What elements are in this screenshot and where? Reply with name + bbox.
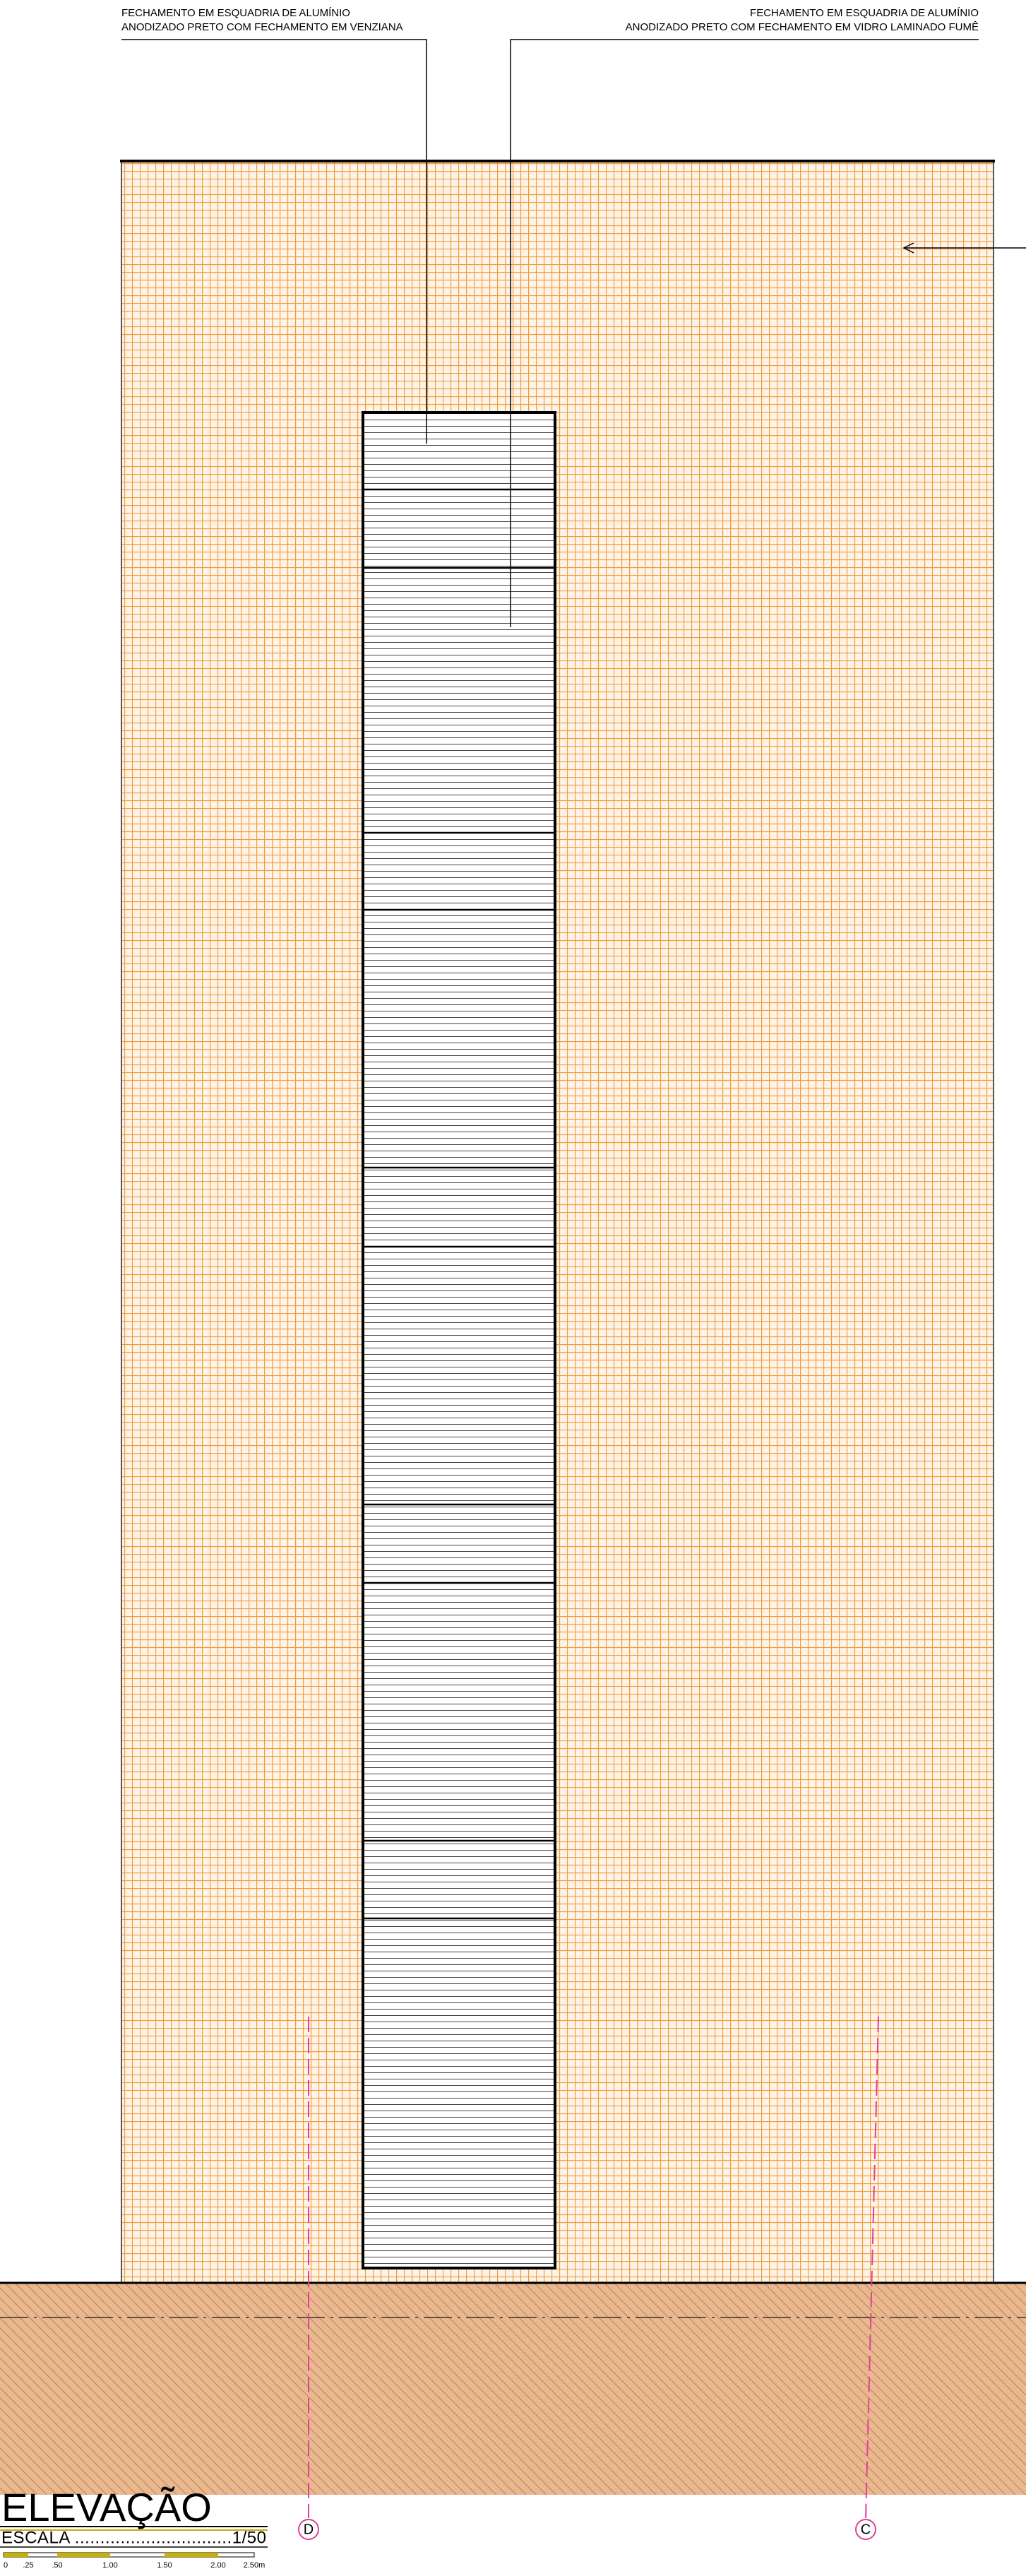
axis-bubbles [299,2519,876,2539]
axis-label: C [861,2522,871,2537]
note-text: ANODIZADO PRETO COM FECHAMENTO EM VIDRO … [626,21,979,33]
scale-bar-label: 2.00 [210,2561,225,2570]
scale-bar-label: 2.50m [244,2561,266,2570]
scale-bar-label: 1.00 [102,2561,117,2570]
scale-label: ESCALA ...............................1/… [1,2528,266,2547]
title: ELEVAÇÃO [1,2485,212,2529]
scale-bar [4,2553,254,2557]
note-text: FECHAMENTO EM ESQUADRIA DE ALUMÍNIO [750,7,979,19]
note-text: FECHAMENTO EM ESQUADRIA DE ALUMÍNIO [121,7,350,19]
scale-bar-label: 1.50 [157,2561,172,2570]
scale-bar-label: .50 [52,2561,62,2570]
elevation-drawing: D C FECHAMENTO EM ESQUADRIA DE ALUMÍNIO … [0,0,1026,2576]
scale-bar-label: 0 [4,2561,8,2570]
facade [121,161,994,2283]
scale-bar-label: .25 [23,2561,33,2570]
window [363,412,555,2268]
note-text: ANODIZADO PRETO COM FECHAMENTO EM VENZIA… [121,21,403,33]
ground [0,2283,1026,2495]
axis-label: D [304,2522,314,2537]
